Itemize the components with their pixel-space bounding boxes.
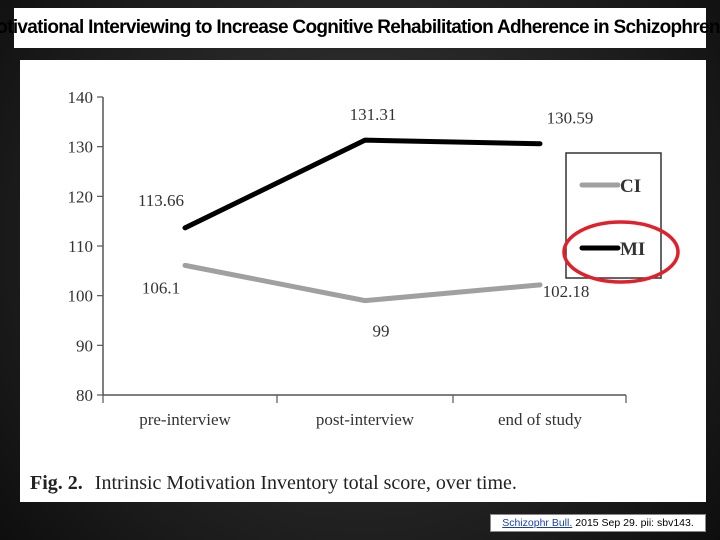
series-line-mi — [182, 137, 543, 231]
y-tick-label: 110 — [68, 237, 93, 256]
data-label-ci: 102.18 — [543, 282, 590, 301]
legend-label-ci: CI — [620, 176, 641, 197]
legend-box — [565, 152, 662, 279]
line-chart: 80 90 100 110 120 130 140 pre-interview post-in… — [68, 88, 680, 429]
y-tick-label: 130 — [68, 138, 94, 157]
data-label-mi: 130.59 — [547, 109, 594, 128]
y-tick-label: 120 — [68, 187, 94, 206]
series-line-ci — [182, 262, 543, 304]
citation-details: 2015 Sep 29. pii: sbv143. — [575, 517, 694, 529]
chart-series — [182, 137, 543, 304]
y-tick-label: 100 — [68, 287, 94, 306]
figure-caption: Fig. 2. Intrinsic Motivation Inventory to… — [30, 472, 517, 495]
x-category-label: post-interview — [316, 410, 415, 429]
figure-caption-text: Intrinsic Motivation Inventory total sco… — [94, 472, 517, 494]
y-axis-ticks: 80 90 100 110 120 130 140 — [68, 88, 103, 405]
x-category-label: end of study — [498, 410, 583, 429]
y-tick-label: 90 — [76, 336, 93, 355]
data-label-ci: 106.1 — [142, 278, 180, 297]
data-label-mi: 131.31 — [350, 105, 397, 124]
journal-link[interactable]: Schizophr Bull. — [502, 517, 573, 529]
figure-panel: 80 90 100 110 120 130 140 pre-interview post-in… — [20, 60, 706, 502]
slide-title: Motivational Interviewing to Increase Co… — [0, 8, 720, 48]
data-labels: 106.1 99 102.18 113.66 131.31 130.59 — [138, 105, 593, 340]
citation: Schizophr Bull. 2015 Sep 29. pii: sbv143… — [490, 514, 706, 532]
data-label-mi: 113.66 — [138, 191, 184, 210]
chart-legend: CI MI — [562, 152, 680, 284]
y-tick-label: 80 — [76, 386, 93, 405]
figure-label: Fig. 2. — [30, 472, 83, 494]
x-category-label: pre-interview — [139, 410, 231, 429]
data-label-ci: 99 — [373, 322, 390, 341]
highlight-circle — [562, 220, 680, 284]
x-axis-categories: pre-interview post-interview end of study — [102, 395, 627, 429]
y-tick-label: 140 — [68, 88, 94, 107]
legend-label-mi: MI — [620, 239, 645, 260]
